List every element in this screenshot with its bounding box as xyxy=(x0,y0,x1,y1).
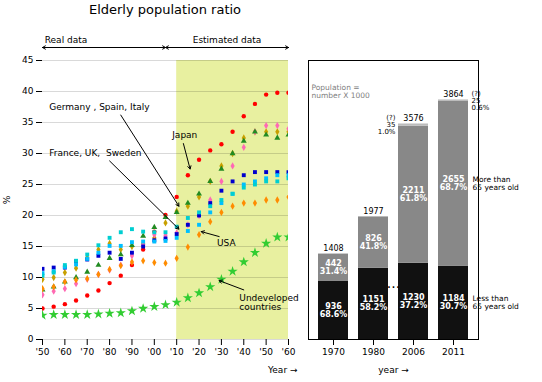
svg-text:(?)351.0%: (?)351.0% xyxy=(378,114,396,136)
svg-text:'70: '70 xyxy=(80,347,94,357)
svg-text:Estimated data: Estimated data xyxy=(193,35,262,45)
svg-text:Japan: Japan xyxy=(171,130,197,140)
svg-text:More than65 years old: More than65 years old xyxy=(473,175,520,192)
svg-text:Population =number X 1000: Population =number X 1000 xyxy=(312,83,370,100)
svg-text:...: ... xyxy=(387,275,400,291)
svg-text:'20: '20 xyxy=(192,347,206,357)
svg-text:'00: '00 xyxy=(147,347,161,357)
svg-text:2011: 2011 xyxy=(442,347,465,357)
svg-text:Real data: Real data xyxy=(45,35,88,45)
svg-text:1970: 1970 xyxy=(322,347,345,357)
svg-text:118430.7%: 118430.7% xyxy=(440,294,468,311)
svg-text:1977: 1977 xyxy=(363,207,383,216)
svg-text:Year →: Year → xyxy=(267,365,298,375)
svg-text:%: % xyxy=(2,195,12,204)
svg-text:Less than65 years old: Less than65 years old xyxy=(473,294,520,311)
svg-text:5: 5 xyxy=(28,303,34,313)
svg-text:115158.2%: 115158.2% xyxy=(360,295,388,312)
svg-text:40: 40 xyxy=(22,86,34,96)
svg-text:USA: USA xyxy=(217,238,236,248)
svg-text:45: 45 xyxy=(22,55,33,65)
svg-text:'10: '10 xyxy=(170,347,184,357)
svg-text:25: 25 xyxy=(22,179,33,189)
svg-text:Undevelopedcountries: Undevelopedcountries xyxy=(239,293,298,312)
svg-text:(?)250.6%: (?)250.6% xyxy=(472,90,490,112)
html-text:Elderly population ratio: Elderly population ratio xyxy=(88,2,242,17)
svg-text:221161.8%: 221161.8% xyxy=(400,186,428,203)
svg-text:93668.6%: 93668.6% xyxy=(320,302,348,319)
svg-text:'60: '60 xyxy=(282,347,296,357)
svg-text:'40: '40 xyxy=(237,347,251,357)
svg-text:1408: 1408 xyxy=(323,244,343,253)
svg-text:'80: '80 xyxy=(103,347,117,357)
svg-text:30: 30 xyxy=(22,148,34,158)
svg-text:10: 10 xyxy=(22,272,34,282)
svg-text:0: 0 xyxy=(28,334,34,344)
svg-text:15: 15 xyxy=(22,241,33,251)
svg-text:2006: 2006 xyxy=(402,347,425,357)
svg-text:44231.4%: 44231.4% xyxy=(320,259,348,276)
svg-text:'50: '50 xyxy=(36,347,50,357)
svg-text:Germany , Spain, Italy: Germany , Spain, Italy xyxy=(49,102,150,112)
svg-text:France, UK, Sweden: France, UK, Sweden xyxy=(49,148,141,158)
svg-text:3864: 3864 xyxy=(443,90,463,99)
svg-text:35: 35 xyxy=(22,117,33,127)
svg-text:'50: '50 xyxy=(259,347,273,357)
svg-text:year →: year → xyxy=(378,365,409,375)
svg-text:20: 20 xyxy=(22,210,34,220)
svg-text:'90: '90 xyxy=(125,347,139,357)
svg-text:'60: '60 xyxy=(58,347,72,357)
svg-text:3576: 3576 xyxy=(403,114,423,123)
svg-text:123037.2%: 123037.2% xyxy=(400,293,428,310)
svg-text:265568.7%: 265568.7% xyxy=(440,175,468,192)
svg-text:82641.8%: 82641.8% xyxy=(360,234,388,251)
svg-text:'30: '30 xyxy=(214,347,228,357)
svg-text:1980: 1980 xyxy=(362,347,385,357)
